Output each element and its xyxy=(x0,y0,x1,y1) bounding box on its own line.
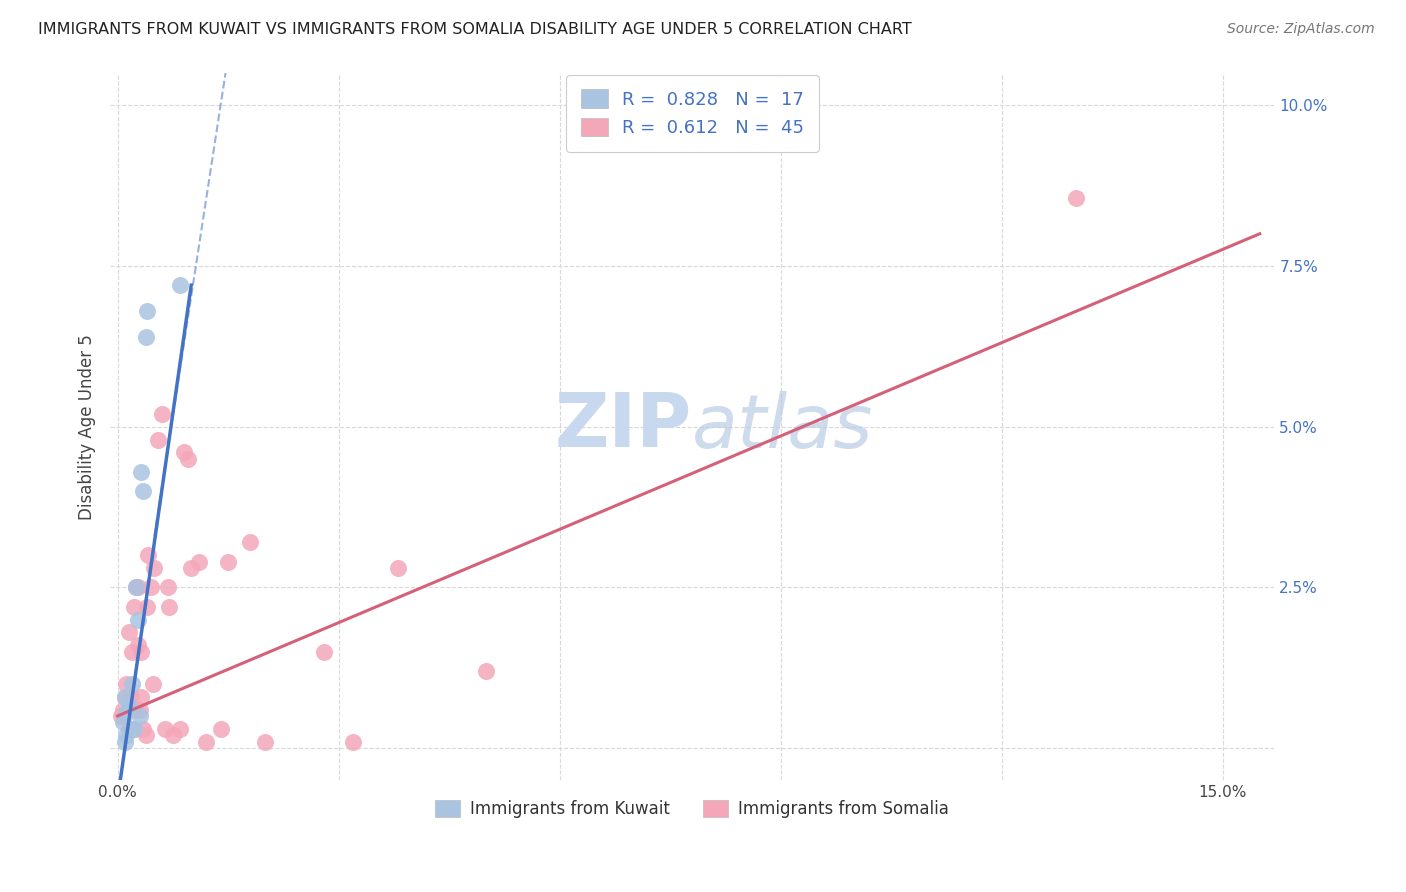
Point xyxy=(187,555,209,569)
Point xyxy=(173,445,195,459)
Point xyxy=(122,599,145,614)
Point xyxy=(121,645,143,659)
Point xyxy=(125,702,148,716)
Point xyxy=(146,433,169,447)
Point xyxy=(120,690,142,704)
Point xyxy=(157,599,180,614)
Point xyxy=(122,722,145,736)
Point xyxy=(115,706,138,720)
Text: IMMIGRANTS FROM KUWAIT VS IMMIGRANTS FROM SOMALIA DISABILITY AGE UNDER 5 CORRELA: IMMIGRANTS FROM KUWAIT VS IMMIGRANTS FRO… xyxy=(38,22,911,37)
Point xyxy=(129,465,152,479)
Point xyxy=(169,278,191,293)
Point xyxy=(114,690,136,704)
Point xyxy=(112,702,135,716)
Point xyxy=(114,690,136,704)
Point xyxy=(209,722,232,736)
Point xyxy=(127,581,149,595)
Point xyxy=(122,722,145,736)
Point xyxy=(127,613,149,627)
Point xyxy=(120,722,142,736)
Point xyxy=(169,722,191,736)
Point xyxy=(1064,191,1087,205)
Point xyxy=(136,599,159,614)
Point xyxy=(475,664,498,678)
Point xyxy=(121,677,143,691)
Point xyxy=(136,304,159,318)
Point xyxy=(217,555,239,569)
Point xyxy=(117,625,139,640)
Point xyxy=(128,702,150,716)
Point xyxy=(125,581,148,595)
Point xyxy=(135,329,157,343)
Point xyxy=(127,638,149,652)
Point xyxy=(115,728,138,742)
Point xyxy=(135,728,157,742)
Point xyxy=(138,548,160,562)
Point xyxy=(115,677,138,691)
Point xyxy=(156,581,179,595)
Text: Source: ZipAtlas.com: Source: ZipAtlas.com xyxy=(1227,22,1375,37)
Point xyxy=(112,715,135,730)
Y-axis label: Disability Age Under 5: Disability Age Under 5 xyxy=(79,334,96,519)
Point xyxy=(129,645,152,659)
Point xyxy=(139,581,162,595)
Point xyxy=(128,709,150,723)
Point xyxy=(239,535,262,549)
Point xyxy=(155,722,177,736)
Point xyxy=(312,645,335,659)
Point xyxy=(125,581,148,595)
Point xyxy=(150,407,173,421)
Point xyxy=(132,722,155,736)
Point xyxy=(117,722,139,736)
Point xyxy=(342,735,364,749)
Point xyxy=(143,561,166,575)
Point xyxy=(110,709,132,723)
Point xyxy=(162,728,184,742)
Legend: Immigrants from Kuwait, Immigrants from Somalia: Immigrants from Kuwait, Immigrants from … xyxy=(429,794,956,825)
Point xyxy=(142,677,165,691)
Point xyxy=(132,483,155,498)
Text: atlas: atlas xyxy=(692,391,873,463)
Text: ZIP: ZIP xyxy=(555,390,692,463)
Point xyxy=(176,451,198,466)
Point xyxy=(253,735,276,749)
Point xyxy=(180,561,202,575)
Point xyxy=(387,561,409,575)
Point xyxy=(117,699,139,714)
Point xyxy=(114,735,136,749)
Point xyxy=(129,690,152,704)
Point xyxy=(194,735,217,749)
